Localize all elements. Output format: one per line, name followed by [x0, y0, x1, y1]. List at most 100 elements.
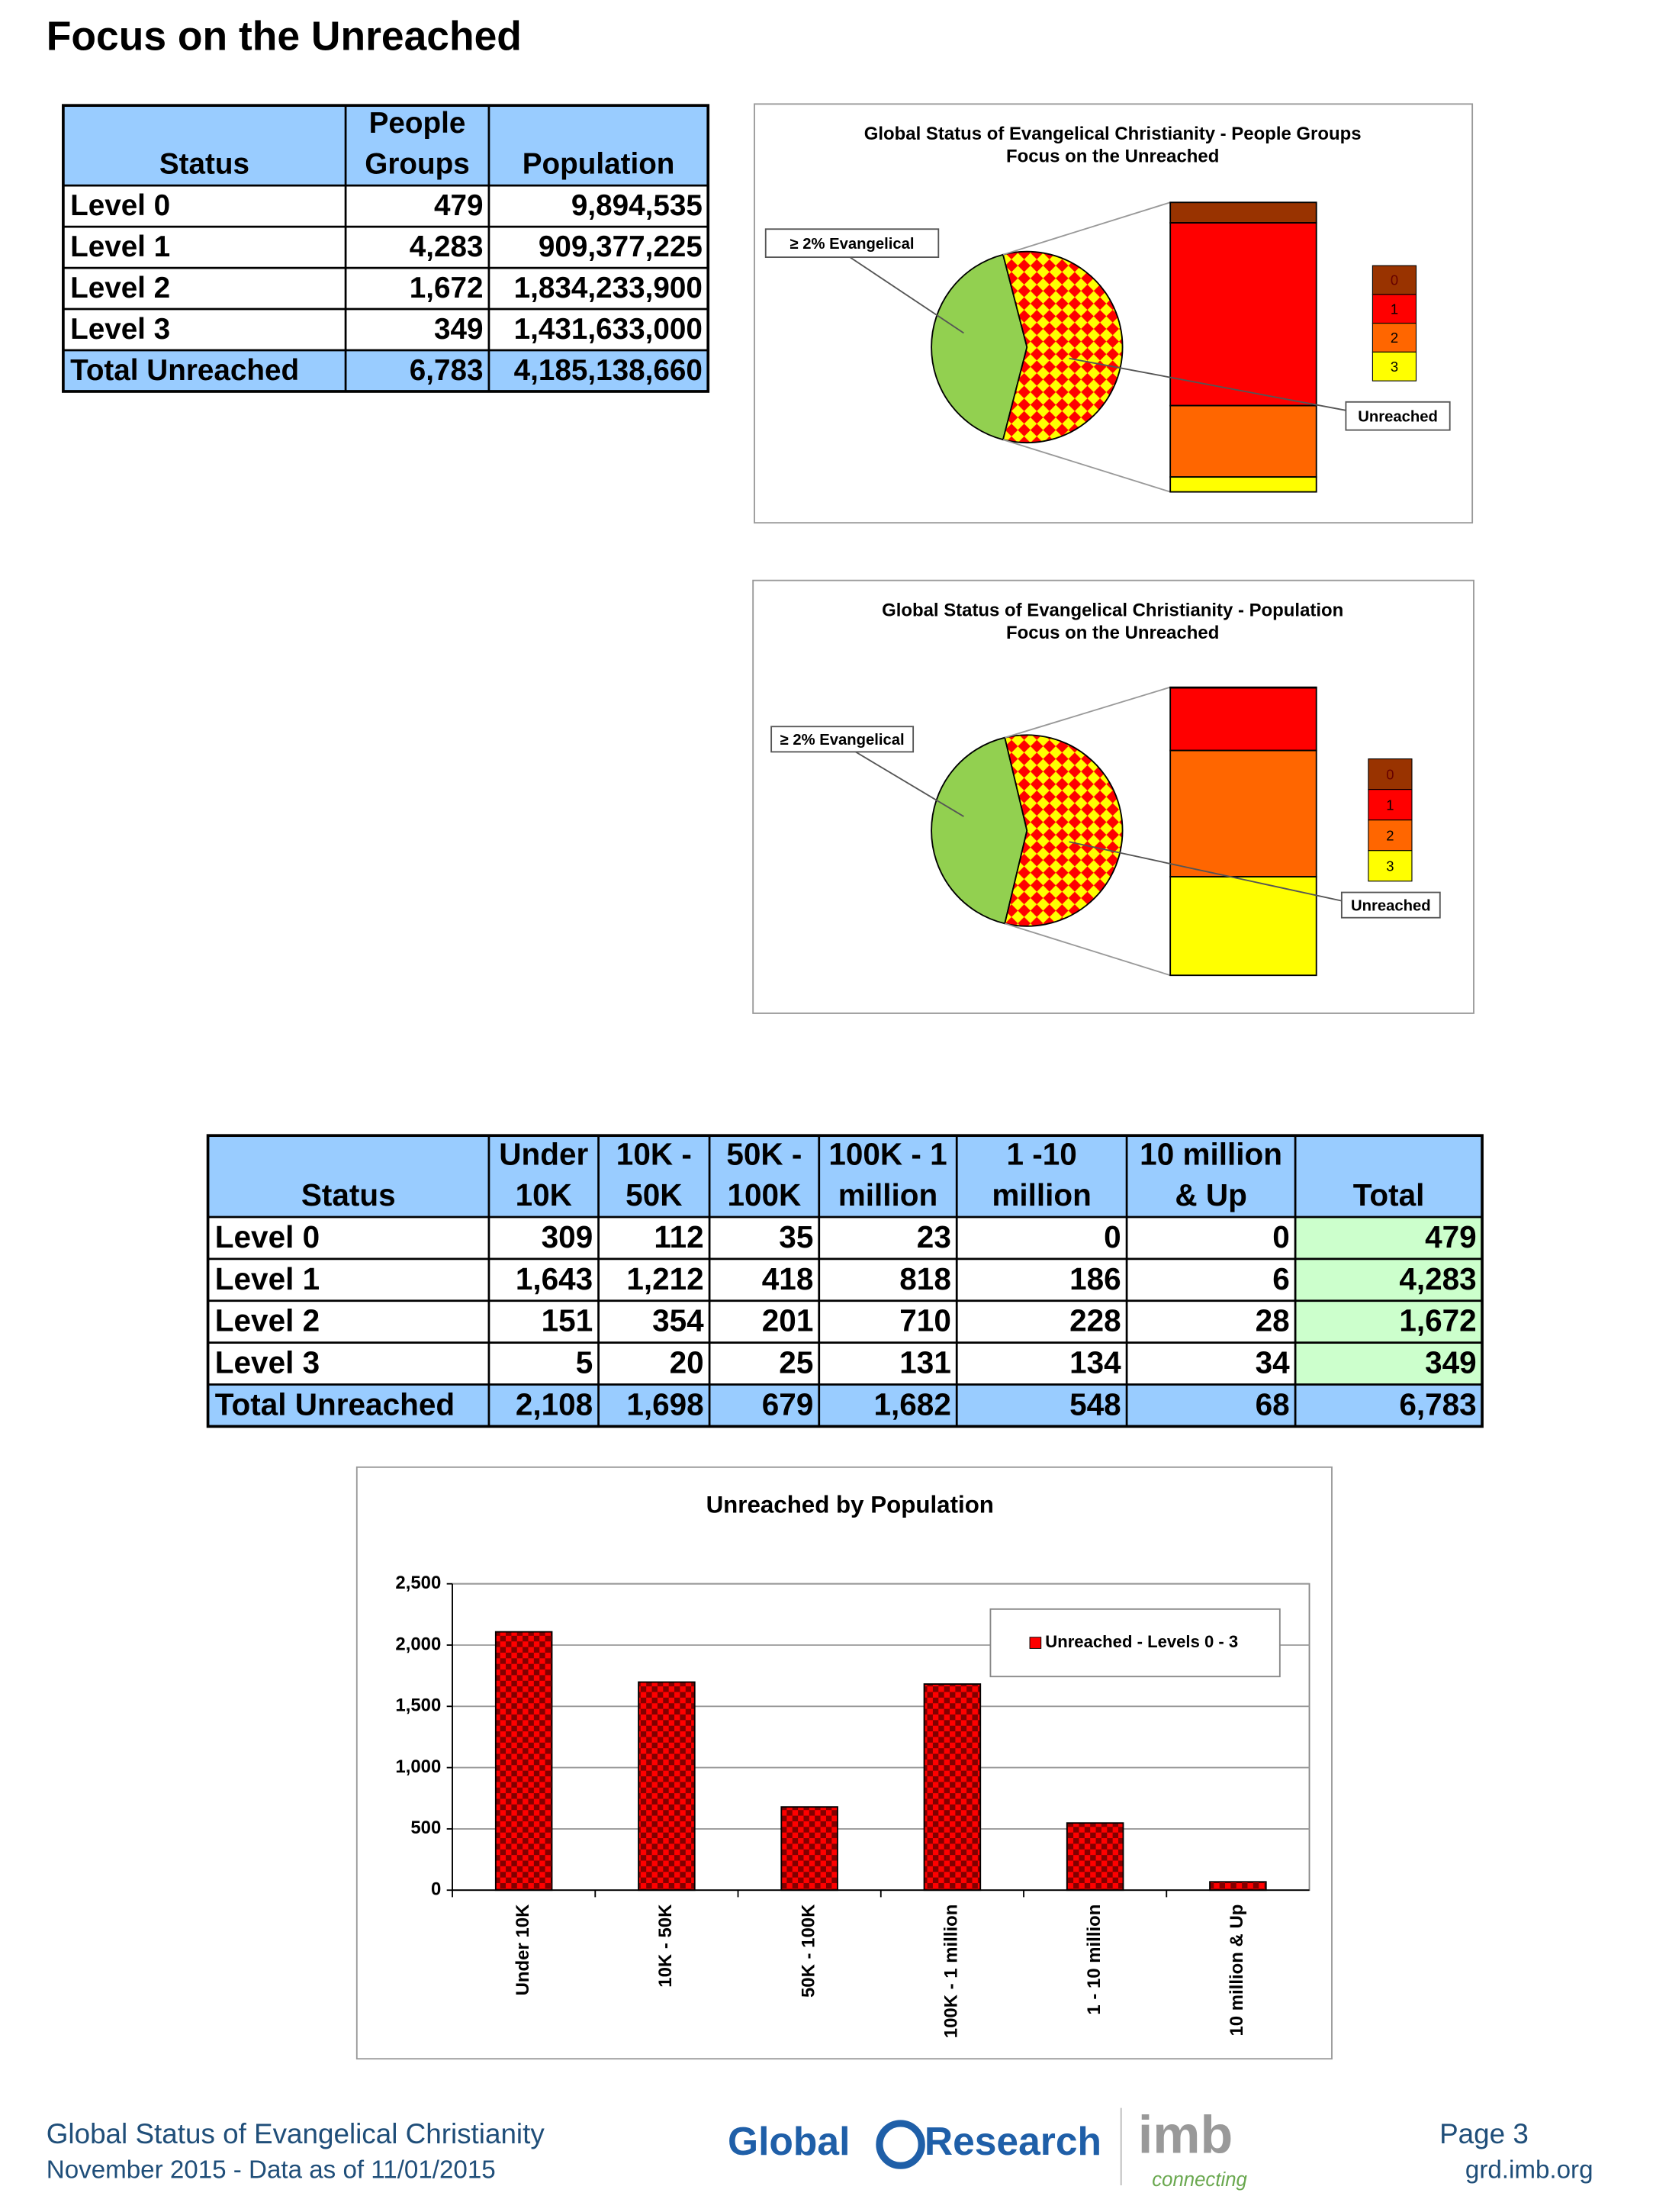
table-cell: 131 — [899, 1345, 951, 1380]
table-cell-bg — [346, 350, 489, 391]
x-tick-label: 50K - 100K — [798, 1904, 818, 1998]
table-cell: 5 — [576, 1345, 593, 1380]
table-cell-bg — [957, 1216, 1127, 1259]
table-cell: 23 — [917, 1219, 951, 1254]
table-cell-bg — [1295, 1258, 1483, 1301]
y-tick-label: 1,500 — [395, 1695, 441, 1716]
stack-segment — [1169, 476, 1317, 493]
connector — [1005, 686, 1171, 739]
table-cell-bg — [1127, 1258, 1296, 1301]
table-cell-bg — [488, 1384, 599, 1427]
table-cell-bg — [1127, 1342, 1296, 1385]
page-title: Focus on the Unreached — [47, 14, 522, 60]
table-cell-bg — [488, 1342, 599, 1385]
connector — [1002, 439, 1171, 493]
table-cell: 349 — [1425, 1345, 1477, 1380]
table-header: Status — [159, 148, 249, 181]
callout-label: Unreached — [1358, 408, 1438, 425]
table-cell-bg — [818, 1384, 957, 1427]
chart-title: Unreached by Population — [706, 1492, 994, 1518]
legend-swatch — [1372, 265, 1417, 295]
legend-label: 2 — [1386, 827, 1394, 843]
legend-swatch — [1372, 294, 1417, 324]
table-header: People — [369, 107, 466, 140]
legend-swatch — [1368, 850, 1413, 882]
x-tick-label: 1 - 10 million — [1084, 1905, 1105, 2015]
page-number: Page 3 — [1439, 2118, 1529, 2149]
table-cell-bg — [63, 185, 346, 227]
table-cell: 9,894,535 — [571, 189, 703, 222]
footer-line: November 2015 - Data as of 11/01/2015 — [47, 2156, 496, 2184]
table-cell: Level 1 — [70, 230, 170, 263]
pie-slice — [931, 253, 1028, 441]
table-cell: Level 3 — [70, 313, 170, 346]
table-header: 100K — [727, 1177, 801, 1212]
y-tick-label: 2,500 — [395, 1573, 441, 1593]
table-cell-bg — [957, 1258, 1127, 1301]
table-cell: 479 — [434, 189, 484, 222]
callout-line — [855, 751, 964, 817]
legend-label: 0 — [1391, 272, 1398, 288]
callout-line — [1069, 841, 1343, 902]
table-cell: 112 — [654, 1219, 703, 1254]
table-cell: 6 — [1272, 1261, 1290, 1296]
bar — [923, 1683, 982, 1892]
table-cell-bg — [488, 268, 709, 310]
table-cell-bg — [488, 1300, 599, 1343]
table-cell: 25 — [779, 1345, 813, 1380]
table-cell: 818 — [899, 1261, 951, 1296]
table-cell: 1,643 — [516, 1261, 593, 1296]
table-cell: Level 0 — [70, 189, 170, 222]
callout-label: ≥ 2% Evangelical — [789, 236, 914, 253]
legend-swatch — [1372, 323, 1417, 353]
bar — [1066, 1822, 1124, 1892]
table-header: Total — [1353, 1177, 1425, 1212]
table-cell: Total Unreached — [70, 354, 299, 387]
table-cell: 1,698 — [626, 1387, 703, 1422]
table-cell: Level 2 — [70, 272, 170, 304]
table-cell-bg — [957, 1384, 1127, 1427]
table-cell-bg — [207, 1342, 489, 1385]
table-cell-bg — [346, 227, 489, 269]
table-cell: Level 3 — [215, 1345, 320, 1380]
table-cell: 28 — [1256, 1303, 1290, 1338]
stack-segment — [1169, 201, 1317, 224]
stack-segment — [1169, 876, 1317, 977]
callout-box — [764, 228, 940, 259]
table-cell-bg — [818, 1342, 957, 1385]
logo-text: connecting — [1152, 2169, 1247, 2191]
chart-subtitle: Focus on the Unreached — [1006, 147, 1219, 167]
table-cell-bg — [598, 1300, 710, 1343]
connector — [1005, 922, 1171, 977]
chart-subtitle: Focus on the Unreached — [1006, 623, 1219, 643]
legend-label: 1 — [1391, 301, 1398, 317]
table-cell: Total Unreached — [215, 1387, 455, 1422]
logo-text: Global — [728, 2119, 850, 2163]
table-cell: 0 — [1272, 1219, 1290, 1254]
table-cell: 349 — [434, 313, 484, 346]
callout-line — [849, 256, 964, 334]
bar — [780, 1806, 838, 1892]
connector — [1002, 201, 1171, 256]
table-cell: Level 0 — [215, 1219, 320, 1254]
callout-box — [1345, 401, 1451, 431]
table-cell: 4,185,138,660 — [514, 354, 703, 387]
table-cell: 1,431,633,000 — [514, 313, 703, 346]
table-header: Groups — [365, 148, 469, 181]
table-cell-bg — [818, 1216, 957, 1259]
table-cell-bg — [207, 1216, 489, 1259]
table-cell: 418 — [762, 1261, 814, 1296]
table-cell: 186 — [1069, 1261, 1121, 1296]
stack-segment — [1169, 404, 1317, 478]
table-header: 50K — [625, 1177, 682, 1212]
logo-swirl — [876, 2120, 925, 2169]
table-header: million — [992, 1177, 1092, 1212]
table-cell: 1,212 — [626, 1261, 703, 1296]
chart-title: Global Status of Evangelical Christianit… — [882, 600, 1343, 621]
table-cell: 134 — [1069, 1345, 1121, 1380]
table-cell-bg — [488, 1258, 599, 1301]
table-cell: 4,283 — [1399, 1261, 1476, 1296]
table-cell-bg — [1127, 1300, 1296, 1343]
logo-text: imb — [1138, 2105, 1233, 2165]
